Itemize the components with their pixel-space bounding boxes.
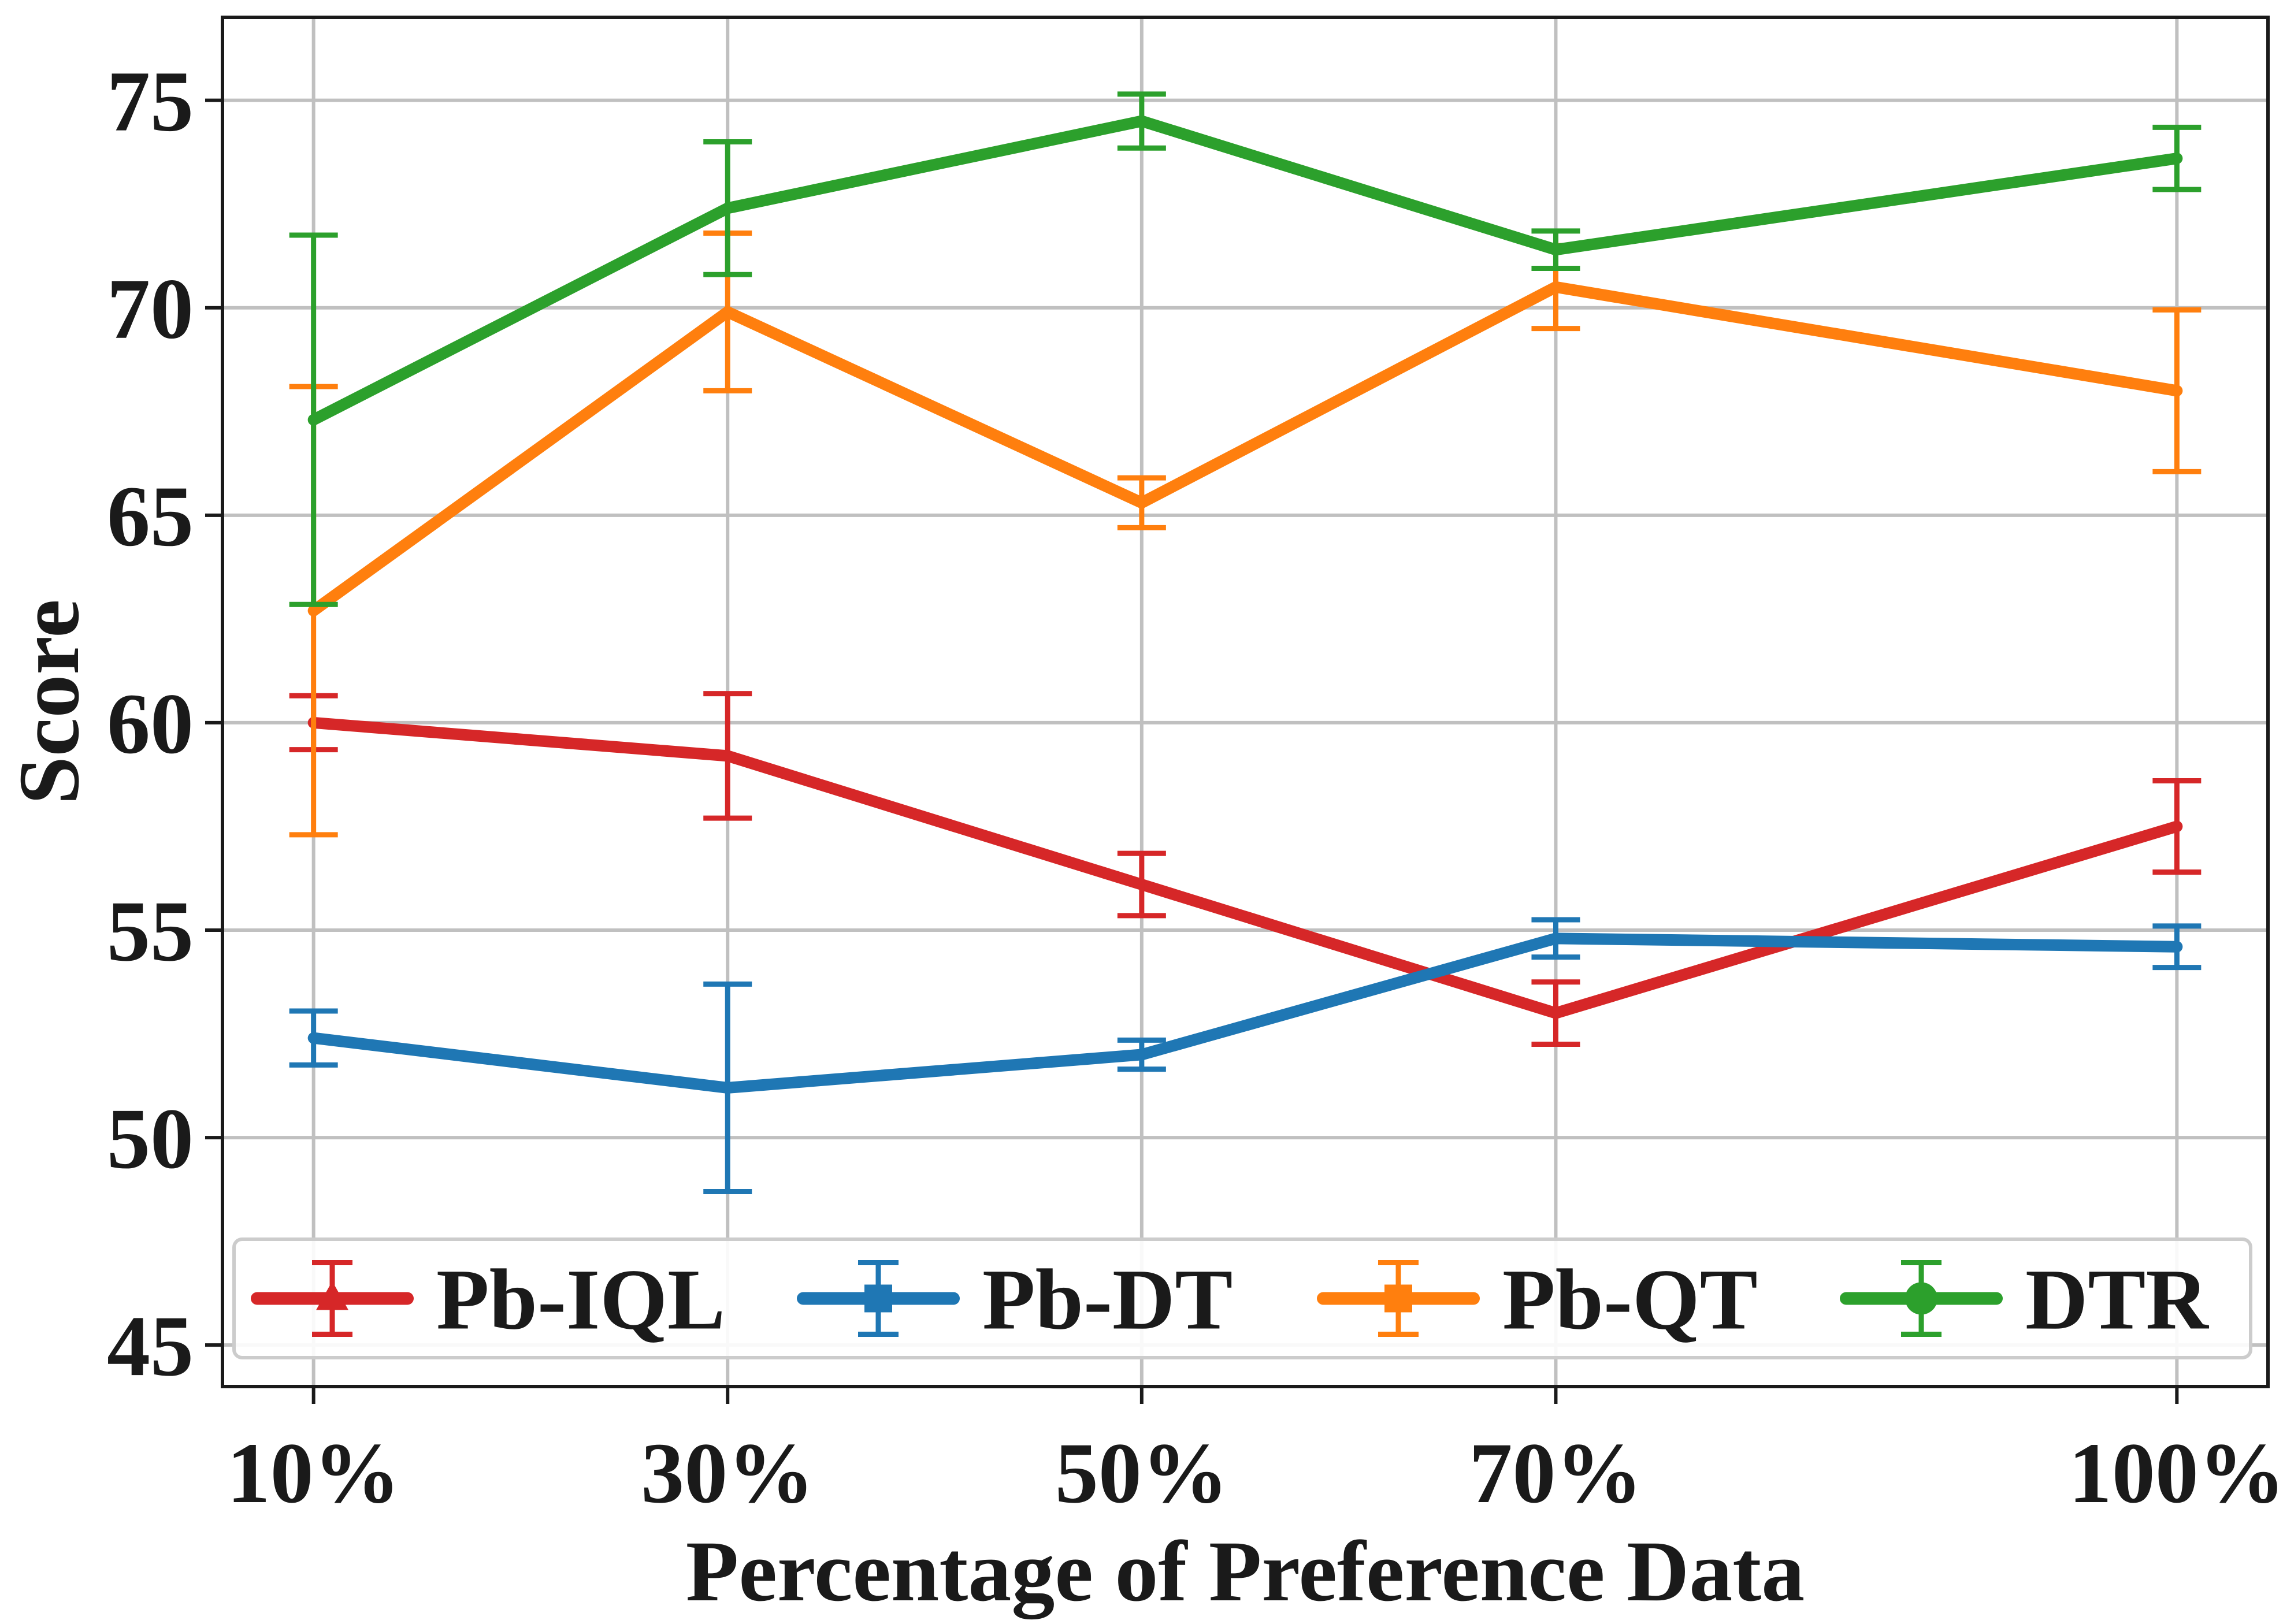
legend-marker: [1905, 1282, 1937, 1315]
series-line-dtr: [307, 115, 2183, 426]
plot-frame: [221, 16, 2270, 1388]
error-bar-pb-dt: [1117, 1037, 1166, 1072]
x-tick-label: 100%: [2069, 1425, 2283, 1521]
series-line-pb-qt: [307, 281, 2183, 616]
y-tick-label: 45: [107, 1298, 194, 1394]
error-bar-dtr: [1117, 91, 1166, 151]
error-bar-pb-iql: [1531, 979, 1580, 1047]
legend-marker: [864, 1284, 892, 1313]
legend-marker: [1384, 1284, 1412, 1313]
y-axis-title: Score: [1, 599, 97, 804]
error-bar-dtr: [1531, 228, 1580, 271]
legend-label-dtr: DTR: [2025, 1252, 2209, 1348]
x-tick-label: 50%: [1055, 1425, 1228, 1521]
x-tick-label: 30%: [641, 1425, 814, 1521]
series-line-pb-dt: [307, 932, 2183, 1094]
legend-entry-pb-qt: Pb-QT: [1317, 1252, 1758, 1348]
y-tick-label: 65: [107, 469, 194, 564]
y-axis-ticks: 45 50 55 60 65 70 75: [107, 54, 222, 1394]
error-bar-pb-iql: [2152, 778, 2202, 875]
legend: Pb-IQL Pb-DT Pb-QT DTR: [232, 1237, 2252, 1359]
error-bar-pb-dt: [2152, 923, 2202, 971]
series-line-pb-iql: [307, 716, 2183, 1019]
y-tick-label: 75: [107, 54, 194, 150]
x-tick-label: 70%: [1469, 1425, 1642, 1521]
x-tick-label: 10%: [227, 1425, 400, 1521]
error-bar-pb-dt: [289, 1008, 338, 1068]
legend-label-pb-qt: Pb-QT: [1502, 1252, 1758, 1348]
error-bar-pb-qt: [2152, 307, 2202, 474]
grid-lines: [222, 17, 2268, 1387]
error-bar-dtr: [703, 139, 752, 277]
series-dtr: [289, 91, 2202, 607]
legend-label-pb-iql: Pb-IQL: [436, 1252, 725, 1348]
error-bar-pb-qt: [1117, 475, 1166, 530]
series-pb-dt: [289, 917, 2202, 1194]
error-bar-dtr: [289, 232, 338, 607]
legend-marker: [316, 1281, 348, 1310]
x-axis-ticks: 10% 30% 50% 70% 100%: [227, 1387, 2283, 1521]
series-group: [289, 91, 2202, 1194]
series-pb-iql: [289, 691, 2202, 1047]
legend-entry-pb-dt: Pb-DT: [797, 1252, 1233, 1348]
legend-entry-dtr: DTR: [1840, 1252, 2209, 1348]
y-tick-label: 70: [107, 261, 194, 357]
legend-label-pb-dt: Pb-DT: [982, 1252, 1233, 1348]
error-bar-pb-dt: [703, 981, 752, 1194]
y-tick-label: 50: [107, 1091, 194, 1187]
y-tick-label: 55: [107, 883, 194, 979]
legend-box: [232, 1237, 2252, 1359]
error-bar-pb-dt: [1531, 917, 1580, 960]
legend-entry-pb-iql: Pb-IQL: [251, 1252, 725, 1348]
y-tick-label: 60: [107, 676, 194, 772]
error-bar-pb-iql: [1117, 850, 1166, 919]
error-bar-pb-iql: [703, 691, 752, 821]
error-bar-dtr: [2152, 124, 2202, 192]
x-axis-title: Percentage of Preference Data: [686, 1523, 1805, 1619]
